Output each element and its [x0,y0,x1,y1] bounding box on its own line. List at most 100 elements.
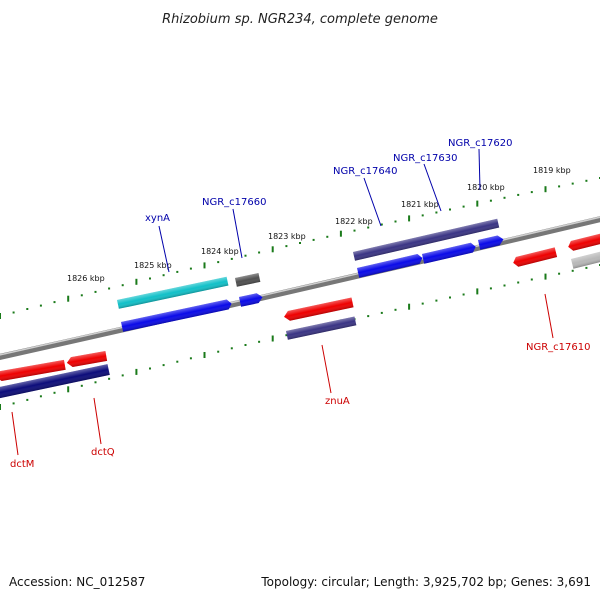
minor-tick [80,384,83,387]
minor-tick [489,199,492,202]
minor-tick [367,315,370,318]
minor-tick [571,182,574,185]
gene-red-arrow-mid[interactable] [283,297,354,321]
minor-tick [121,284,124,287]
minor-tick [449,296,451,299]
gene-xynA-bar[interactable] [117,276,229,309]
gene-gray-edge[interactable] [571,249,600,269]
label-xynA[interactable]: xynA [145,213,170,224]
gene-NGR_c17610-bar[interactable] [512,247,558,267]
chromosome-backbone [0,216,600,360]
major-tick [203,352,206,358]
major-tick [476,288,479,295]
scale-label-1821: 1821 kbp [401,200,439,209]
scale-label-1823: 1823 kbp [268,232,306,241]
minor-tick [285,245,288,248]
minor-tick [285,334,288,337]
major-tick [408,215,411,222]
minor-tick [462,293,465,296]
major-tick [271,246,274,253]
major-tick [339,230,342,237]
minor-tick [421,302,424,305]
label-dctQ[interactable]: dctQ [91,447,115,458]
minor-tick [189,357,192,360]
minor-tick [380,311,383,314]
gene-navy-left[interactable] [0,364,110,399]
gene-NGR_c17660-bar[interactable] [235,273,261,287]
minor-tick [149,277,151,280]
gene-NGR_c17640-bar[interactable] [353,218,500,261]
scale-label-1824: 1824 kbp [201,247,239,256]
gene-arrow-blue-2[interactable] [239,292,264,307]
major-tick [67,386,70,393]
minor-tick [489,287,492,290]
scale-label-1820: 1820 kbp [467,183,505,192]
minor-tick [517,281,520,284]
map-title: Rhizobium sp. NGR234, complete genome [162,12,438,27]
minor-tick [149,367,151,370]
topology-text: Topology: circular; Length: 3,925,702 bp… [260,575,591,589]
minor-tick [244,344,247,346]
minor-tick [353,229,356,232]
label-dctM[interactable]: dctM [10,459,34,470]
label-NGR_c17620[interactable]: NGR_c17620 [448,138,513,149]
minor-tick [380,223,383,226]
minor-tick [12,402,15,405]
minor-tick [39,304,42,307]
minor-tick [53,301,56,304]
minor-tick [558,272,561,275]
minor-tick [94,381,97,384]
gene-arrow-blue-1[interactable] [121,299,233,332]
scale-label-1822: 1822 kbp [335,217,373,226]
gene-labels: xynA NGR_c17660 NGR_c17640 NGR_c17630 NG… [10,138,591,470]
label-NGR_c17640[interactable]: NGR_c17640 [333,166,398,177]
major-tick [271,335,274,342]
minor-tick [162,274,165,277]
accession-text: Accession: NC_012587 [9,575,145,589]
minor-tick [449,208,451,211]
minor-tick [571,269,574,272]
gene-znuA-bar[interactable] [286,316,357,340]
gene-arrow-blue-5[interactable] [478,234,505,250]
minor-tick [26,398,29,401]
gene-red-edge[interactable] [567,232,600,251]
minor-tick [558,185,561,188]
minor-tick [217,350,220,353]
minor-tick [585,266,588,269]
major-tick [0,313,1,319]
minor-tick [230,257,233,260]
minor-tick [176,360,179,363]
minor-tick [503,284,506,287]
minor-tick [258,251,261,254]
minor-tick [39,395,42,398]
label-NGR_c17610[interactable]: NGR_c17610 [526,342,591,353]
major-tick [408,303,411,310]
scale-label-1819: 1819 kbp [533,166,571,175]
gene-dctM-bar[interactable] [0,359,66,382]
major-tick [135,278,138,285]
outer-scale-ring [0,177,600,319]
minor-tick [299,242,301,244]
major-tick [67,295,70,302]
gene-dctQ-bar[interactable] [66,351,108,368]
minor-tick [53,391,56,394]
minor-tick [244,254,247,257]
minor-tick [217,261,220,264]
minor-tick [94,290,97,293]
label-znuA[interactable]: znuA [325,396,350,407]
label-NGR_c17660[interactable]: NGR_c17660 [202,197,267,208]
minor-tick [367,226,370,229]
minor-tick [108,377,111,380]
minor-tick [121,374,124,377]
minor-tick [394,308,397,311]
chromosome-backbone-highlight [0,216,600,356]
minor-tick [435,299,438,302]
gene-arrow-blue-4[interactable] [422,242,477,264]
minor-tick [462,205,465,208]
minor-tick [312,238,315,241]
minor-tick [503,196,506,199]
label-NGR_c17630[interactable]: NGR_c17630 [393,153,458,164]
gene-arrow-blue-3[interactable] [357,253,424,278]
